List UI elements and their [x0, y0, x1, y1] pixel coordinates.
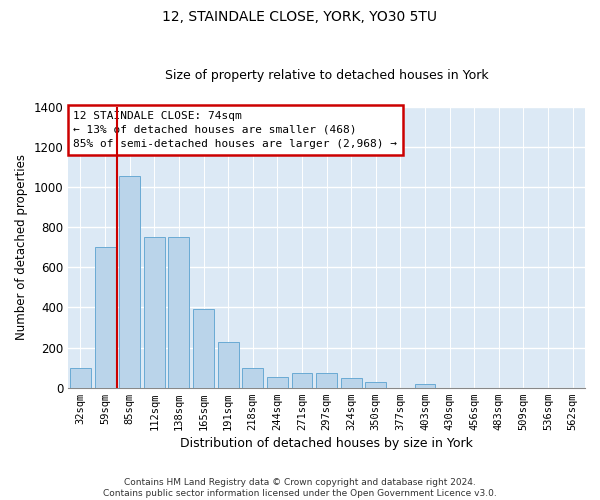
- Bar: [267, 376, 288, 388]
- Text: 12, STAINDALE CLOSE, YORK, YO30 5TU: 12, STAINDALE CLOSE, YORK, YO30 5TU: [163, 10, 437, 24]
- Bar: [242, 368, 263, 388]
- Bar: [218, 342, 239, 388]
- Bar: [144, 237, 165, 388]
- Bar: [95, 247, 116, 388]
- Bar: [169, 237, 190, 388]
- Bar: [119, 176, 140, 388]
- Bar: [292, 372, 313, 388]
- Title: Size of property relative to detached houses in York: Size of property relative to detached ho…: [165, 69, 488, 82]
- Bar: [70, 368, 91, 388]
- Bar: [193, 310, 214, 388]
- Bar: [341, 378, 362, 388]
- Bar: [316, 372, 337, 388]
- Text: Contains HM Land Registry data © Crown copyright and database right 2024.
Contai: Contains HM Land Registry data © Crown c…: [103, 478, 497, 498]
- X-axis label: Distribution of detached houses by size in York: Distribution of detached houses by size …: [180, 437, 473, 450]
- Bar: [365, 382, 386, 388]
- Bar: [415, 384, 436, 388]
- Y-axis label: Number of detached properties: Number of detached properties: [15, 154, 28, 340]
- Text: 12 STAINDALE CLOSE: 74sqm
← 13% of detached houses are smaller (468)
85% of semi: 12 STAINDALE CLOSE: 74sqm ← 13% of detac…: [73, 111, 397, 149]
